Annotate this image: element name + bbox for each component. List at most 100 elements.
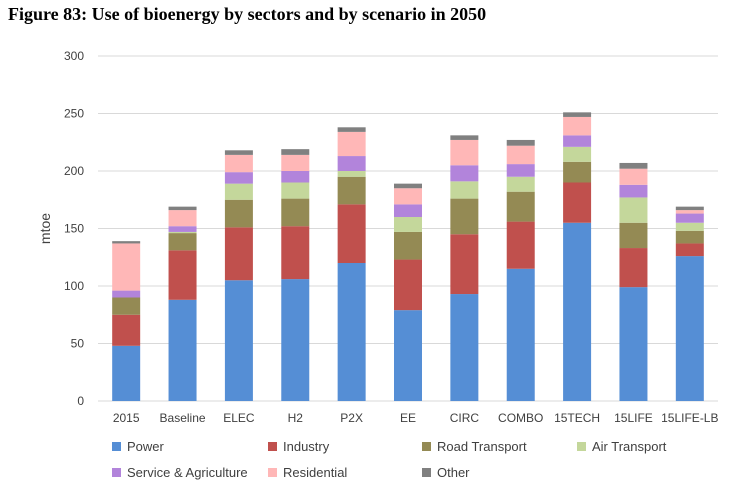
bar-segment-industry (112, 314, 141, 346)
legend-item: Residential (268, 465, 347, 480)
y-tick-label: 200 (64, 164, 84, 178)
legend-item: Other (422, 465, 470, 480)
bar-segment-air-transport (506, 176, 535, 192)
x-tick-labels: 2015 Baseline ELEC H2 P2X EE CIRC COMBO 15TECH 15… (113, 411, 719, 425)
figure-title: Figure 83: Use of bioenergy by sectors a… (8, 4, 487, 24)
bar-segment-air-transport (675, 222, 704, 231)
legend-item: Service & Agriculture (112, 465, 248, 480)
x-tick-label: 15LIFE-LB (661, 411, 718, 425)
bar-segment-residential (506, 145, 535, 165)
bar-segment-residential (112, 243, 141, 291)
x-tick-label: P2X (340, 411, 363, 425)
bar-segment-service-agriculture (450, 165, 479, 182)
bar-segment-air-transport (450, 181, 479, 199)
bar-segment-air-transport (337, 171, 366, 177)
x-tick-label: 15LIFE (614, 411, 653, 425)
bar-segment-other (224, 150, 253, 155)
bar-segment-power (224, 280, 253, 401)
bar-segment-other (675, 206, 704, 211)
bar-segment-other (281, 149, 310, 155)
x-tick-label: Baseline (160, 411, 206, 425)
bar-segment-industry (168, 250, 197, 300)
bar-segment-power (394, 310, 422, 401)
bar-segment-air-transport (281, 182, 310, 199)
bars (112, 112, 704, 401)
legend-label: Air Transport (592, 439, 667, 454)
bar-segment-road-transport (506, 191, 535, 222)
bar-segment-service-agriculture (675, 213, 704, 223)
bar-segment-residential (619, 168, 648, 185)
legend-item: Power (112, 439, 165, 454)
bar-segment-power (506, 268, 535, 401)
x-tick-label: EE (400, 411, 416, 425)
bar-segment-air-transport (563, 146, 592, 162)
bar-segment-residential (394, 188, 422, 205)
legend-swatch (422, 468, 431, 477)
bar-segment-road-transport (675, 230, 704, 244)
bar-segment-industry (450, 234, 479, 295)
bar-segment-air-transport (394, 217, 422, 232)
bar-segment-air-transport (168, 231, 197, 234)
bar-segment-residential (563, 116, 592, 136)
legend-swatch (112, 468, 121, 477)
legend-item: Air Transport (577, 439, 667, 454)
bar-segment-road-transport (224, 199, 253, 228)
bar-segment-service-agriculture (619, 184, 648, 198)
y-tick-label: 50 (71, 337, 85, 351)
bar-segment-road-transport (394, 231, 422, 260)
legend-label: Other (437, 465, 470, 480)
bar-segment-other (619, 162, 648, 169)
bar-segment-road-transport (281, 198, 310, 227)
legend-label: Service & Agriculture (127, 465, 248, 480)
bar-segment-road-transport (337, 176, 366, 205)
bar-segment-residential (168, 210, 197, 227)
bar-segment-service-agriculture (563, 135, 592, 147)
bar-segment-power (563, 222, 592, 401)
bar-segment-industry (506, 221, 535, 269)
bar-segment-service-agriculture (281, 171, 310, 183)
x-tick-label: ELEC (223, 411, 255, 425)
legend-swatch (577, 442, 586, 451)
y-axis-title: mtoe (37, 213, 53, 244)
legend-label: Power (127, 439, 165, 454)
bar-segment-residential (450, 139, 479, 166)
legend-label: Residential (283, 465, 347, 480)
legend-label: Industry (283, 439, 330, 454)
bar-segment-service-agriculture (394, 204, 422, 217)
y-tick-label: 300 (64, 49, 84, 63)
bar-segment-residential (675, 210, 704, 214)
x-tick-label: 15TECH (554, 411, 600, 425)
bar-segment-other (450, 135, 479, 140)
legend-label: Road Transport (437, 439, 527, 454)
bar-segment-road-transport (619, 222, 648, 249)
bar-segment-residential (337, 131, 366, 157)
bar-segment-industry (224, 227, 253, 281)
legend-swatch (112, 442, 121, 451)
y-tick-labels: 0 50 100 150 200 250 300 (64, 49, 84, 408)
legend-item: Road Transport (422, 439, 527, 454)
bar-segment-other (394, 183, 422, 189)
x-tick-label: COMBO (498, 411, 543, 425)
bar-segment-road-transport (168, 233, 197, 251)
x-tick-label: 2015 (113, 411, 140, 425)
x-tick-label: CIRC (450, 411, 480, 425)
y-tick-label: 150 (64, 222, 84, 236)
bar-segment-power (168, 299, 197, 401)
bar-segment-industry (337, 204, 366, 263)
bar-segment-industry (563, 182, 592, 223)
bar-segment-power (112, 345, 141, 401)
bar-segment-service-agriculture (224, 172, 253, 184)
bar-segment-service-agriculture (168, 226, 197, 232)
bar-segment-other (337, 127, 366, 132)
legend: Power Industry Road Transport Air Transport… (112, 439, 667, 480)
bar-segment-other (112, 241, 141, 244)
bar-segment-power (281, 279, 310, 401)
bar-segment-service-agriculture (337, 156, 366, 171)
bar-segment-road-transport (450, 198, 479, 235)
bar-segment-industry (675, 243, 704, 257)
bar-segment-road-transport (563, 161, 592, 183)
bar-segment-industry (394, 259, 422, 311)
bar-segment-power (450, 294, 479, 401)
bar-segment-residential (281, 154, 310, 171)
